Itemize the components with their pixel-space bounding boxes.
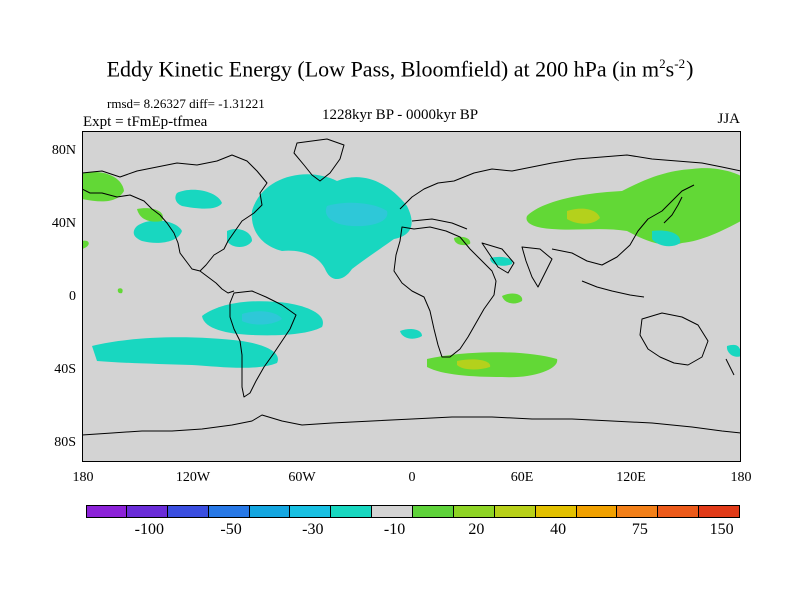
colorbar-swatch	[658, 505, 700, 518]
colorbar	[86, 505, 740, 518]
coastlines	[82, 138, 741, 436]
period-label: 1228kyr BP - 0000kyr BP	[321, 107, 479, 123]
stats-line: rmsd= 8.26327 diff= -1.31221	[107, 96, 265, 111]
colorbar-swatch	[413, 505, 454, 518]
y-tick: 0	[69, 289, 76, 304]
shade-tropical-pacific-core	[242, 311, 282, 325]
coast-south-america	[229, 290, 297, 398]
shade-pacific-edge	[652, 230, 681, 247]
colorbar-swatch	[290, 505, 332, 518]
x-tick: 60E	[510, 470, 534, 485]
shade-southern-pacific-band	[92, 337, 278, 368]
colorbar-swatch	[86, 505, 127, 518]
coast-india	[521, 246, 553, 288]
x-tick: 0	[408, 470, 416, 485]
colorbar-swatch	[167, 505, 209, 518]
coast-australia	[639, 312, 709, 366]
colorbar-swatch	[494, 505, 536, 518]
colorbar-label: 150	[709, 521, 734, 538]
coast-indonesia	[581, 280, 645, 298]
map-plot-area	[82, 131, 741, 462]
shade-west-edge-green	[82, 240, 89, 249]
shade-indian-small-green	[454, 236, 471, 246]
coast-new-zealand	[725, 358, 735, 376]
colorbar-swatch	[699, 505, 740, 518]
shade-canada	[175, 189, 222, 209]
colorbar-swatch	[372, 505, 413, 518]
shade-north-america-b	[227, 229, 252, 247]
x-tick: 120W	[175, 470, 211, 485]
colorbar-label: -100	[134, 521, 164, 538]
shade-east-edge-cyan	[726, 344, 741, 357]
coast-japan	[663, 196, 683, 224]
y-tick: 80S	[54, 435, 76, 450]
colorbar-swatch	[617, 505, 659, 518]
shade-arabia-cyan	[490, 256, 513, 266]
shade-ne-pacific-green	[137, 208, 163, 222]
x-tick: 180	[72, 470, 94, 485]
colorbar-swatch	[453, 505, 495, 518]
coast-north-america	[82, 154, 268, 272]
coast-east-asia	[551, 184, 695, 266]
y-tick: 40S	[54, 362, 76, 377]
map-svg	[82, 138, 741, 436]
season-label: JJA	[717, 111, 740, 127]
shade-north-atlantic	[251, 174, 412, 280]
experiment-label: Expt = tFmEp-tfmea	[83, 114, 208, 130]
colorbar-label: -30	[302, 521, 324, 538]
coast-africa	[393, 226, 497, 358]
shade-alaska	[82, 171, 124, 202]
colorbar-label: 40	[550, 521, 567, 538]
colorbar-label: -10	[383, 521, 406, 538]
plot-title: Eddy Kinetic Energy (Low Pass, Bloomfiel…	[106, 56, 694, 82]
coast-mediterranean	[411, 218, 468, 230]
x-tick: 120E	[616, 470, 646, 485]
shade-asia-green	[526, 168, 741, 245]
coast-antarctica	[82, 414, 741, 436]
colorbar-label: 20	[468, 521, 485, 538]
anomaly-shading	[82, 168, 741, 378]
colorbar-swatch	[126, 505, 168, 518]
shade-south-indian	[427, 352, 558, 378]
colorbar-swatch	[249, 505, 291, 518]
shade-south-indian-core	[457, 359, 491, 370]
coast-arabia	[481, 242, 515, 274]
colorbar-label: -50	[220, 521, 242, 538]
y-tick: 40N	[51, 216, 76, 231]
colorbar-swatch	[208, 505, 250, 518]
colorbar-swatch	[535, 505, 577, 518]
shade-south-atlantic-small	[400, 328, 422, 339]
coast-central-america	[199, 270, 235, 294]
shade-north-atlantic-core	[325, 202, 388, 227]
colorbar-label: 75	[631, 521, 648, 538]
colorbar-swatch	[576, 505, 618, 518]
shade-west-pacific-small	[117, 288, 123, 294]
shade-asia-core	[567, 208, 600, 224]
coast-greenland	[293, 138, 345, 182]
shade-north-america-a	[133, 220, 182, 243]
shade-africa-small	[502, 293, 523, 304]
coast-europe	[399, 154, 741, 210]
x-tick: 180	[730, 470, 752, 485]
y-tick: 80N	[51, 143, 76, 158]
colorbar-swatch	[331, 505, 373, 518]
x-tick: 60W	[288, 470, 316, 485]
